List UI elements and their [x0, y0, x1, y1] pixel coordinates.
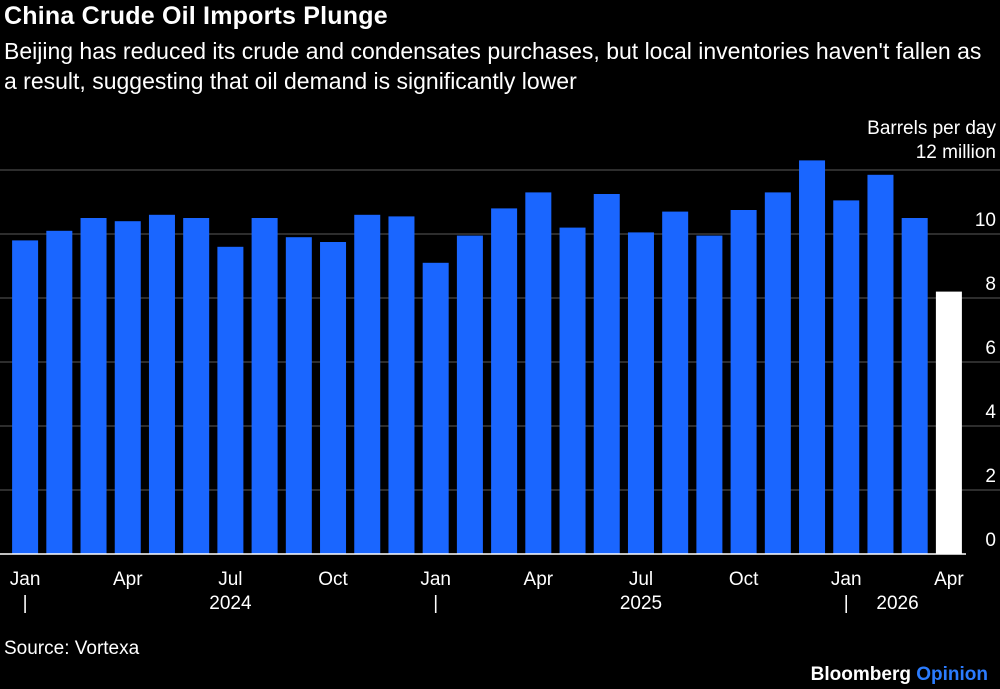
bar-2025-09 — [696, 235, 723, 554]
bar-2025-11 — [764, 192, 791, 554]
bar-2024-02 — [46, 230, 73, 555]
bar-2024-10 — [320, 242, 347, 554]
chart-subtitle: Beijing has reduced its crude and conden… — [4, 38, 982, 94]
x-tick-label: Apr — [934, 569, 964, 590]
brand-logo: Bloomberg Opinion — [811, 664, 988, 686]
source-note: Source: Vortexa — [4, 638, 140, 659]
bar-2024-09 — [285, 237, 312, 554]
year-separator: | — [844, 593, 849, 614]
bar-2025-05 — [559, 227, 586, 554]
bar-2024-05 — [148, 214, 175, 555]
brand-accent: Opinion — [916, 664, 988, 685]
bar-2025-08 — [662, 211, 689, 554]
y-tick-label: 8 — [985, 274, 996, 295]
bar-2025-10 — [730, 210, 757, 554]
bar-2025-07 — [627, 232, 654, 554]
bar-2026-03 — [901, 218, 928, 554]
bar-chart: Barrels per day 12 million 0 2 4 6 8 10 Jan Ap… — [0, 118, 1000, 614]
bar-2026-04 — [935, 291, 962, 554]
bar-2024-08 — [251, 218, 278, 554]
year-label: 2025 — [620, 593, 662, 614]
x-tick-label: Apr — [524, 569, 554, 590]
bar-2026-02 — [867, 174, 894, 555]
x-tick-label: Oct — [729, 569, 759, 590]
bars — [12, 160, 962, 555]
y-axis-tick-labels: 0 2 4 6 8 10 — [975, 210, 997, 551]
year-separator: | — [433, 593, 438, 614]
bar-2024-07 — [217, 246, 244, 555]
bar-2024-01 — [12, 240, 39, 554]
bar-2025-02 — [456, 235, 483, 554]
y-tick-label: 4 — [985, 402, 996, 423]
unit-label-line1: Barrels per day — [867, 118, 996, 139]
x-tick-label: Jan — [831, 569, 862, 590]
year-label: 2026 — [876, 593, 918, 614]
year-label: 2024 — [209, 593, 252, 614]
bar-2024-12 — [388, 216, 415, 554]
y-tick-label: 0 — [985, 530, 996, 551]
bar-2026-01 — [833, 200, 860, 554]
bar-2024-11 — [354, 214, 381, 555]
bar-2025-03 — [491, 208, 518, 554]
bar-2025-12 — [799, 160, 826, 554]
year-labels: | | | 2024 2025 2026 — [23, 593, 919, 614]
x-tick-label: Jan — [10, 569, 41, 590]
brand-name: Bloomberg — [810, 664, 911, 685]
x-tick-label: Jul — [629, 569, 653, 590]
y-tick-label: 10 — [975, 210, 996, 231]
bar-2024-04 — [114, 221, 141, 554]
x-tick-label: Oct — [318, 569, 348, 590]
x-axis-tick-labels: Jan Apr Jul Oct Jan Apr Jul Oct Jan Apr — [10, 569, 965, 590]
bar-2025-01 — [422, 262, 449, 554]
bar-2025-04 — [525, 192, 552, 554]
unit-label-line2: 12 million — [916, 142, 996, 163]
y-tick-label: 2 — [985, 466, 996, 487]
x-tick-label: Apr — [113, 569, 143, 590]
y-tick-label: 6 — [985, 338, 996, 359]
bar-2024-06 — [183, 218, 210, 554]
bar-2024-03 — [80, 218, 107, 554]
year-separator: | — [23, 593, 28, 614]
bar-2025-06 — [593, 194, 620, 554]
x-tick-label: Jan — [420, 569, 451, 590]
chart-title: China Crude Oil Imports Plunge — [4, 2, 388, 30]
x-tick-label: Jul — [218, 569, 242, 590]
